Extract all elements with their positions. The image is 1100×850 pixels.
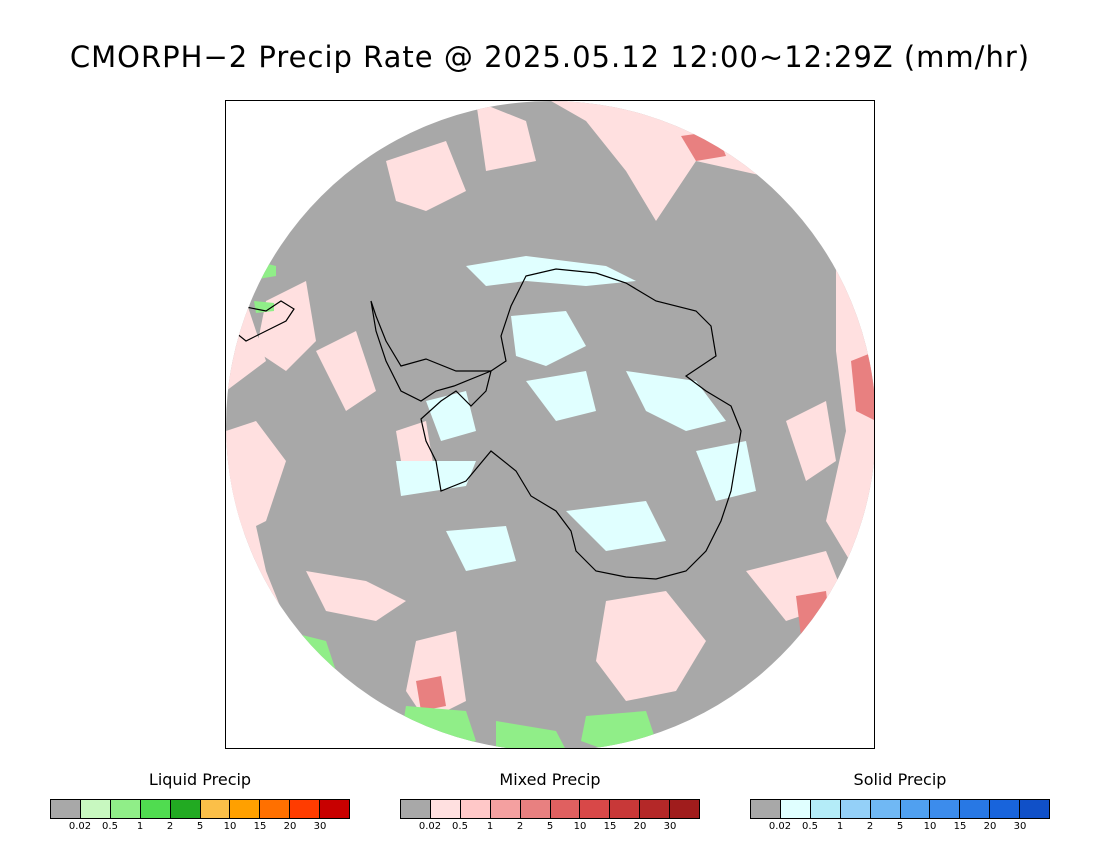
color-swatch xyxy=(260,800,291,818)
color-swatch xyxy=(430,800,461,818)
color-swatch xyxy=(51,800,81,818)
color-swatch xyxy=(960,800,991,818)
color-swatch xyxy=(670,800,700,818)
color-swatch xyxy=(170,800,201,818)
color-swatch xyxy=(290,800,321,818)
color-swatch xyxy=(200,800,231,818)
tick-label: 1 xyxy=(136,821,144,832)
color-swatch xyxy=(401,800,431,818)
color-swatch xyxy=(490,800,521,818)
tick-label: 15 xyxy=(953,821,967,832)
tick-labels: 0.02 0.5 1 2 5 10 15 20 30 xyxy=(50,819,350,833)
tick-label: 20 xyxy=(633,821,647,832)
solid-precip-areas xyxy=(396,256,756,571)
color-swatch xyxy=(230,800,261,818)
tick-label: 0.5 xyxy=(102,821,118,832)
legend-title: Liquid Precip xyxy=(148,770,252,789)
tick-label: 15 xyxy=(253,821,267,832)
color-swatch xyxy=(550,800,581,818)
legend-mixed: Mixed Precip 0.02 0.5 1 2 5 10 15 20 30 xyxy=(400,770,700,833)
tick-label: 2 xyxy=(166,821,174,832)
legend-liquid: Liquid Precip 0.02 0.5 1 2 5 10 15 20 30 xyxy=(50,770,350,833)
antarctica-coastline xyxy=(420,268,742,580)
tick-label: 20 xyxy=(983,821,997,832)
tick-label: 0.5 xyxy=(802,821,818,832)
tick-label: 0.5 xyxy=(452,821,468,832)
color-swatch xyxy=(80,800,111,818)
tick-label: 30 xyxy=(1013,821,1027,832)
tick-label: 1 xyxy=(836,821,844,832)
tick-label: 20 xyxy=(283,821,297,832)
antarctic-peninsula-coastline xyxy=(370,300,492,402)
tick-label: 0.02 xyxy=(768,821,792,832)
color-bar xyxy=(400,799,700,819)
color-swatch xyxy=(780,800,811,818)
tick-label: 1 xyxy=(486,821,494,832)
color-swatch xyxy=(840,800,871,818)
tick-label: 30 xyxy=(313,821,327,832)
color-swatch xyxy=(930,800,961,818)
tick-label: 5 xyxy=(896,821,904,832)
color-swatch xyxy=(320,800,350,818)
color-swatch xyxy=(870,800,901,818)
tick-label: 30 xyxy=(663,821,677,832)
legend-solid: Solid Precip 0.02 0.5 1 2 5 10 15 20 30 xyxy=(750,770,1050,833)
color-swatch xyxy=(900,800,931,818)
tick-label: 2 xyxy=(866,821,874,832)
color-swatch xyxy=(110,800,141,818)
map-disc xyxy=(226,101,874,748)
color-bar xyxy=(750,799,1050,819)
color-bar xyxy=(50,799,350,819)
tick-label: 10 xyxy=(573,821,587,832)
color-swatch xyxy=(140,800,171,818)
legend-title: Mixed Precip xyxy=(499,770,601,789)
mixed-precip-heavy xyxy=(416,131,874,711)
color-swatch xyxy=(640,800,671,818)
tick-label: 5 xyxy=(546,821,554,832)
color-swatch xyxy=(460,800,491,818)
color-swatch xyxy=(580,800,611,818)
tick-label: 2 xyxy=(516,821,524,832)
map-panel xyxy=(225,100,875,749)
color-swatch xyxy=(520,800,551,818)
color-swatch xyxy=(810,800,841,818)
tick-label: 0.02 xyxy=(68,821,92,832)
color-swatch xyxy=(610,800,641,818)
color-swatch xyxy=(751,800,781,818)
tick-label: 10 xyxy=(223,821,237,832)
tick-label: 5 xyxy=(196,821,204,832)
tick-label: 10 xyxy=(923,821,937,832)
polar-precip-map xyxy=(226,101,874,748)
tick-label: 15 xyxy=(603,821,617,832)
color-swatch xyxy=(990,800,1021,818)
tick-labels: 0.02 0.5 1 2 5 10 15 20 30 xyxy=(750,819,1050,833)
legend-title: Solid Precip xyxy=(853,770,947,789)
tick-label: 0.02 xyxy=(418,821,442,832)
tick-labels: 0.02 0.5 1 2 5 10 15 20 30 xyxy=(400,819,700,833)
map-title: CMORPH−2 Precip Rate @ 2025.05.12 12:00~… xyxy=(69,40,1031,74)
color-swatch xyxy=(1020,800,1050,818)
